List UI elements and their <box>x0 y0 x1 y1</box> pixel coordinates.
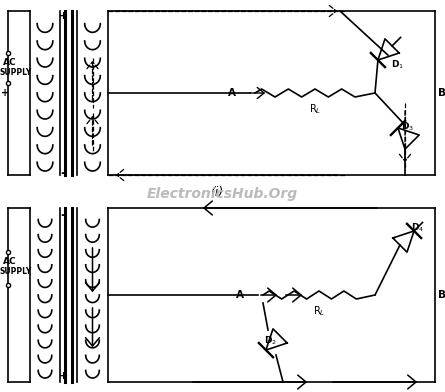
Text: AC: AC <box>3 58 16 67</box>
Text: A: A <box>236 290 244 300</box>
Text: D$_3$: D$_3$ <box>401 121 414 133</box>
Text: -: - <box>60 166 66 180</box>
Text: SUPPLY: SUPPLY <box>0 267 32 276</box>
Text: -: - <box>60 208 66 222</box>
Text: B: B <box>438 88 445 98</box>
Text: ElectronicsHub.Org: ElectronicsHub.Org <box>146 187 298 201</box>
Text: +: + <box>58 371 68 381</box>
Text: B: B <box>438 290 445 300</box>
Text: R$_L$: R$_L$ <box>313 304 325 318</box>
Text: A: A <box>228 88 236 98</box>
Text: R$_L$: R$_L$ <box>309 102 321 116</box>
Text: +: + <box>58 11 68 21</box>
Text: +: + <box>1 88 9 98</box>
Text: SUPPLY: SUPPLY <box>0 68 32 77</box>
Text: D$_4$: D$_4$ <box>411 221 424 234</box>
Text: AC: AC <box>3 257 16 266</box>
Text: (i): (i) <box>210 186 224 199</box>
Text: D$_1$: D$_1$ <box>391 59 405 71</box>
Text: D$_2$: D$_2$ <box>264 335 277 347</box>
